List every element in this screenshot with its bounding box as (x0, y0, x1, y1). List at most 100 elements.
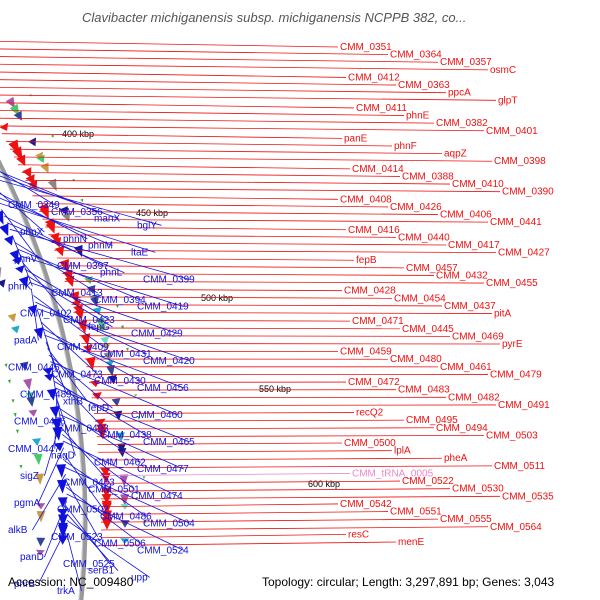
forward-gene-arrow (100, 467, 111, 477)
cog-block (59, 206, 68, 216)
gene-label: CMM_0429 (131, 329, 183, 340)
label-connector (61, 427, 111, 483)
cog-block (115, 432, 125, 443)
reverse-gene-arrow (18, 276, 29, 289)
gene-label: CMM_0522 (402, 476, 454, 487)
forward-gene-arrow (0, 104, 3, 118)
gene-label: CMM_0491 (498, 400, 550, 411)
gene-label: panE (344, 133, 368, 144)
map-title: Clavibacter michiganensis subsp. michiga… (82, 10, 467, 25)
gene-label: CMM_0461 (440, 362, 492, 373)
gene-label: CMM_0523 (51, 532, 103, 543)
cog-block (0, 279, 6, 288)
small-feature (115, 304, 119, 308)
gene-label: lplA (394, 446, 411, 457)
label-connector (0, 110, 405, 116)
label-connector (63, 454, 105, 510)
gene-label: fepD (88, 403, 109, 414)
gene-label: CMM_0474 (131, 491, 183, 502)
cog-block (92, 306, 102, 316)
cog-block (19, 361, 29, 371)
gene-label: alkB (8, 525, 28, 536)
cog-block (107, 374, 117, 385)
gene-label: CMM_0454 (394, 293, 446, 304)
label-connector (52, 374, 105, 429)
gene-label: CMM_0477 (137, 464, 189, 475)
reverse-gene-arrow (58, 514, 69, 528)
gene-label: CMM_0363 (398, 80, 450, 91)
label-connector (44, 334, 184, 389)
gene-label: glpT (498, 95, 517, 106)
label-connector (97, 442, 343, 445)
gene-label: phnM (88, 241, 113, 252)
small-feature (142, 476, 146, 479)
gene-label: pitA (494, 309, 512, 320)
cog-block (25, 391, 35, 399)
gene-label: CMM_0397 (57, 261, 109, 272)
gene-label: CMM_0351 (340, 42, 392, 53)
label-connector (94, 419, 405, 422)
gene-label: CMM_tRNA_0005 (352, 468, 434, 479)
cog-block (111, 398, 121, 407)
gene-label: CMM_0409 (57, 342, 109, 353)
gene-label: CMM_0414 (352, 164, 404, 175)
label-connector (0, 179, 162, 226)
label-connector (69, 296, 393, 299)
label-connector (64, 460, 148, 517)
forward-gene-arrow (39, 205, 49, 219)
gene-label: CMM_0480 (390, 354, 442, 365)
label-connector (65, 480, 99, 538)
label-connector (0, 40, 339, 48)
gene-label: CMM_0504 (143, 518, 195, 529)
gene-label: CMM_0445 (402, 324, 454, 335)
gene-label: phnX (20, 227, 44, 238)
label-connector (62, 273, 435, 276)
label-connector (65, 467, 190, 524)
gene-label: pyrE (502, 339, 523, 350)
small-feature (134, 394, 138, 397)
small-feature (7, 379, 11, 384)
gene-label: menE (398, 537, 424, 548)
gene-label: aqpZ (444, 149, 467, 160)
gene-label: CMM_0399 (143, 274, 195, 285)
cog-block (35, 549, 45, 556)
reverse-gene-arrow (57, 497, 68, 508)
reverse-gene-arrow (56, 464, 66, 479)
gene-label: CMM_0402 (20, 308, 72, 319)
gene-label: recQ2 (356, 408, 384, 419)
cog-block (7, 313, 17, 323)
label-connector (0, 56, 439, 63)
gene-label: CMM_0437 (444, 301, 496, 312)
gene-label: CMM_0486 (100, 512, 152, 523)
forward-gene-arrow (101, 487, 112, 498)
reverse-gene-arrow (12, 256, 22, 265)
reverse-gene-arrow (46, 388, 57, 401)
gene-label: CMM_0463 (63, 478, 115, 489)
forward-gene-arrow (64, 275, 75, 287)
gene-label: CMM_0503 (486, 430, 538, 441)
cog-block (116, 443, 126, 453)
label-connector (98, 450, 393, 453)
label-connector (99, 473, 351, 476)
gene-label: pgmA (14, 498, 40, 509)
label-connector (59, 265, 405, 269)
cog-block (9, 103, 20, 117)
kbp-tick-label: 500 kbp (201, 293, 233, 303)
gene-label: fepB (356, 255, 377, 266)
label-connector (73, 311, 493, 314)
label-connector (54, 381, 148, 436)
label-connector (0, 171, 56, 206)
label-connector (4, 215, 104, 267)
gene-label: CMM_0494 (436, 423, 488, 434)
gene-label: CMM_0364 (390, 50, 442, 61)
reverse-gene-arrow (49, 405, 60, 419)
label-connector (32, 195, 339, 200)
gene-label: CMM_0535 (502, 491, 554, 502)
gene-label: ltaE (131, 247, 149, 258)
gene-label: CMM_0420 (143, 356, 195, 367)
label-connector (0, 192, 45, 233)
gene-label: CMM_0428 (344, 286, 396, 297)
reverse-gene-arrow (54, 442, 65, 452)
label-connector (92, 404, 497, 407)
